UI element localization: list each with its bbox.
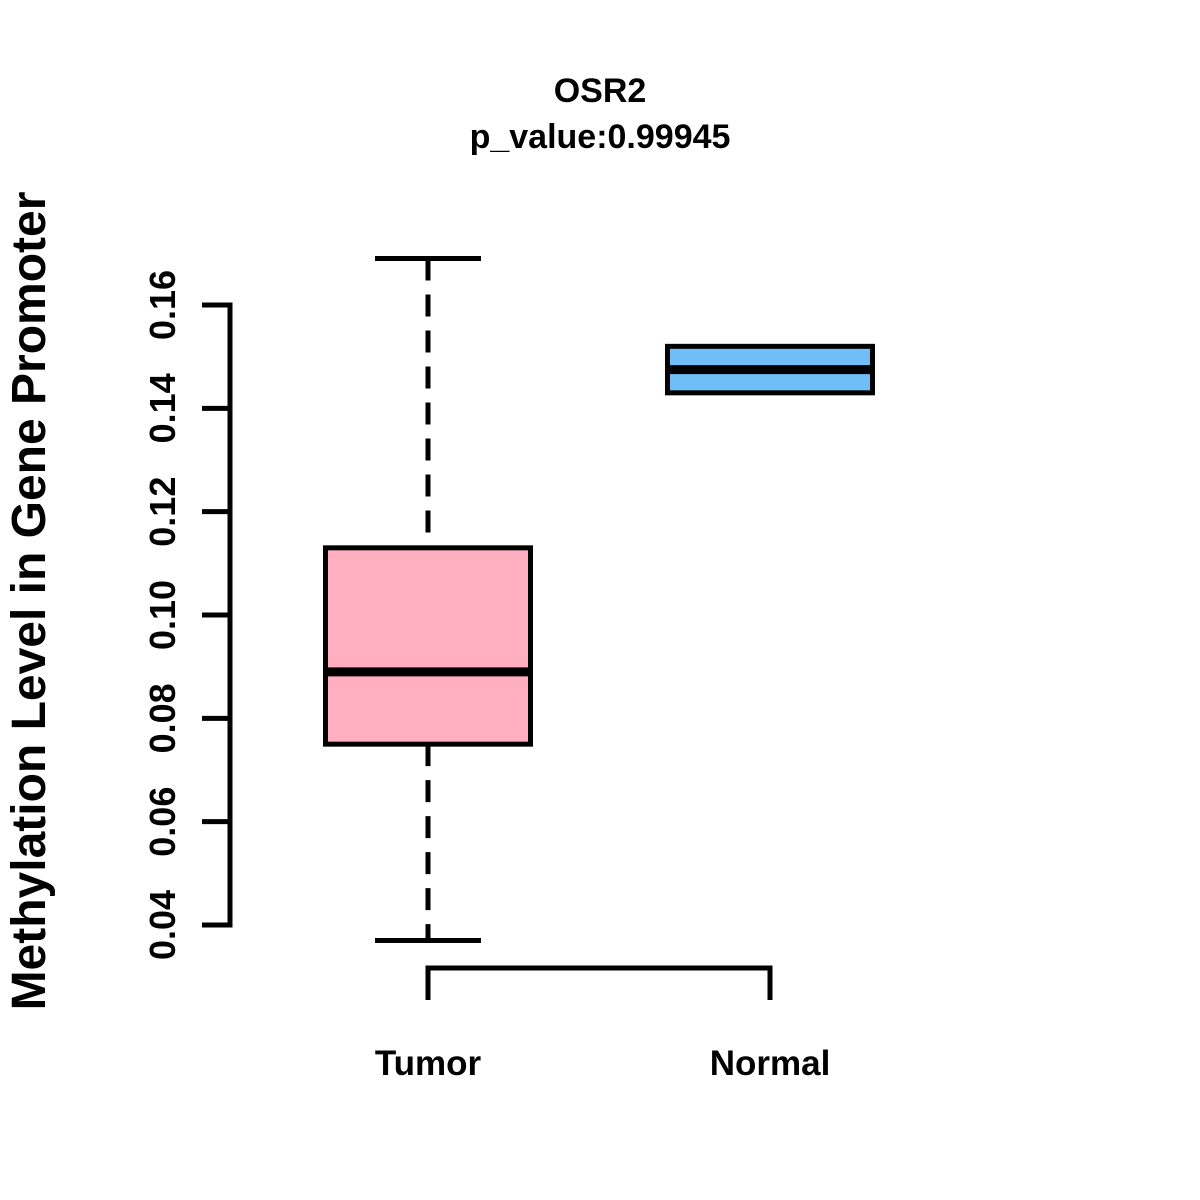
y-axis-tick-label: 0.16 <box>142 270 183 340</box>
y-axis-tick-label: 0.10 <box>142 580 183 650</box>
x-category-label-normal: Normal <box>709 1044 831 1083</box>
y-axis-tick-label: 0.14 <box>142 373 183 443</box>
y-axis-tick-label: 0.08 <box>142 683 183 753</box>
chart-title: OSR2 <box>553 72 647 110</box>
x-category-label-tumor: Tumor <box>374 1044 482 1083</box>
y-axis-tick-label: 0.06 <box>142 787 183 857</box>
chart-subtitle-pvalue: p_value:0.99945 <box>469 118 731 156</box>
x-axis-bracket <box>425 965 773 1000</box>
y-axis-tick-label: 0.04 <box>142 890 183 960</box>
y-axis-tick-label: 0.12 <box>142 477 183 547</box>
tumor-box <box>323 545 533 747</box>
